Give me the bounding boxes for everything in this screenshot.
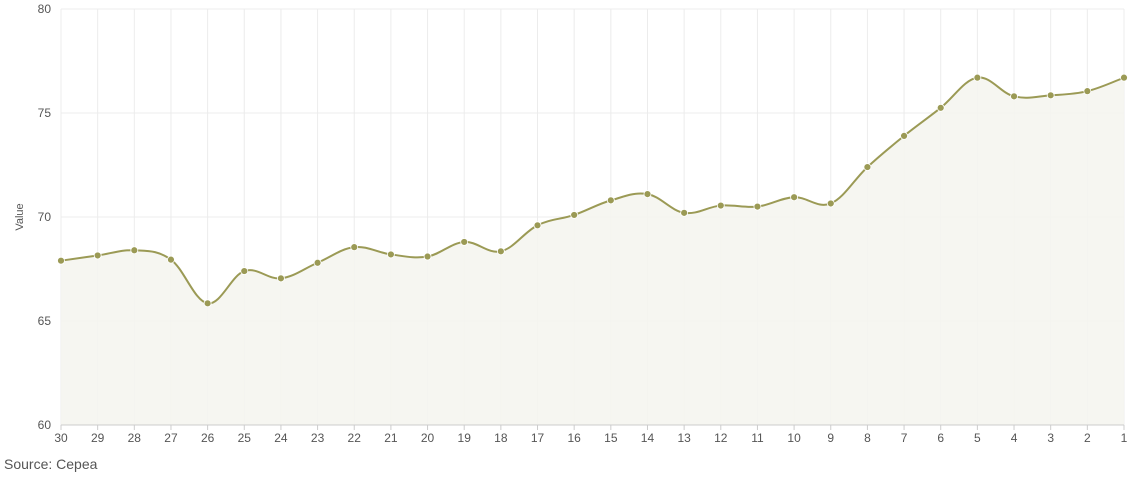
source-note: Source: Cepea [4, 456, 98, 472]
x-tick-label: 4 [1011, 431, 1018, 445]
data-point[interactable] [203, 299, 212, 308]
data-point[interactable] [313, 258, 322, 267]
data-point[interactable] [716, 201, 725, 210]
x-tick-label: 14 [641, 431, 655, 445]
data-points [57, 73, 1128, 426]
data-point[interactable] [350, 243, 359, 252]
data-point[interactable] [826, 199, 835, 208]
y-tick-label: 70 [38, 210, 52, 224]
x-tick-label: 17 [531, 431, 545, 445]
x-tick-label: 5 [974, 431, 981, 445]
data-point[interactable] [496, 247, 505, 256]
x-tick-label: 8 [864, 431, 871, 445]
data-point[interactable] [1046, 91, 1055, 100]
data-point[interactable] [240, 267, 249, 275]
x-tick-label: 28 [128, 431, 142, 445]
data-point[interactable] [753, 202, 762, 211]
data-point[interactable] [386, 250, 395, 259]
x-tick-label: 27 [164, 431, 178, 445]
x-tick-label: 1 [1121, 431, 1128, 445]
data-point[interactable] [680, 208, 689, 217]
y-axis-title: Value [14, 203, 26, 230]
x-axis-ticks: 30 29 28 27 26 25 24 23 22 21 20 19 18 17 16 15 14 13 12 11… [54, 431, 1127, 445]
x-tick-label: 13 [677, 431, 691, 445]
data-point[interactable] [1083, 87, 1092, 96]
data-point[interactable] [277, 274, 285, 283]
data-point[interactable] [863, 163, 872, 171]
data-point[interactable] [790, 193, 799, 202]
y-tick-label: 65 [38, 314, 52, 328]
x-tick-label: 23 [311, 431, 325, 445]
x-tick-label: 7 [901, 431, 908, 445]
y-tick-label: 60 [38, 418, 52, 432]
x-tick-label: 20 [421, 431, 435, 445]
x-tick-label: 29 [91, 431, 105, 445]
y-tick-label: 75 [38, 106, 52, 120]
x-tick-label: 6 [937, 431, 944, 445]
x-tick-label: 16 [567, 431, 581, 445]
data-point[interactable] [167, 255, 175, 264]
x-tick-label: 30 [54, 431, 68, 445]
x-tick-label: 10 [787, 431, 801, 445]
data-point[interactable] [643, 190, 652, 199]
x-tick-label: 26 [201, 431, 215, 445]
x-tick-label: 21 [384, 431, 398, 445]
x-tick-label: 18 [494, 431, 508, 445]
chart: 30 29 28 27 26 25 24 23 22 21 20 19 18 17 16 15 14 13 12 11… [14, 2, 1128, 445]
x-tick-label: 24 [274, 431, 288, 445]
data-point[interactable] [1120, 73, 1128, 82]
data-point[interactable] [460, 238, 469, 246]
x-tick-label: 11 [751, 431, 764, 445]
y-axis-ticks: 60 65 70 75 80 [38, 2, 52, 432]
data-point[interactable] [93, 251, 102, 260]
x-tick-label: 2 [1084, 431, 1091, 445]
data-point[interactable] [606, 196, 615, 205]
y-tick-label: 80 [38, 2, 52, 16]
data-point[interactable] [900, 131, 908, 140]
x-tick-label: 22 [348, 431, 362, 445]
data-point[interactable] [973, 73, 982, 82]
data-point[interactable] [533, 221, 542, 230]
data-point[interactable] [130, 246, 139, 255]
x-tick-label: 3 [1047, 431, 1054, 445]
data-point[interactable] [1010, 92, 1018, 101]
series-area [61, 77, 1124, 426]
x-tick-label: 25 [238, 431, 252, 445]
x-tick-label: 9 [827, 431, 834, 445]
data-point[interactable] [936, 103, 945, 112]
data-point[interactable] [570, 211, 579, 219]
data-point[interactable] [57, 256, 65, 265]
x-tick-label: 12 [714, 431, 728, 445]
x-tick-label: 19 [458, 431, 472, 445]
data-point[interactable] [423, 252, 432, 261]
x-tick-label: 15 [604, 431, 618, 445]
